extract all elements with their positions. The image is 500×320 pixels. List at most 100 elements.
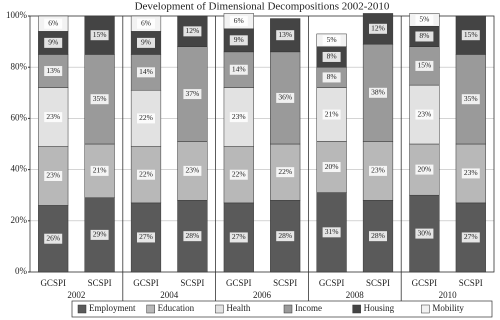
data-label: 27% [464,232,478,241]
label-box [461,168,480,179]
legend-swatch [215,304,224,314]
data-label: 5% [419,15,429,24]
label-box [461,30,480,41]
y-tick-label: 80% [11,61,28,71]
label-box [137,18,155,29]
data-label: 5% [327,35,337,44]
label-box [137,37,155,48]
data-label: 21% [93,166,107,175]
data-label: 22% [139,169,153,178]
label-box [369,165,387,176]
data-label: 23% [186,166,200,175]
data-label: 14% [139,67,153,76]
data-label: 23% [46,171,60,180]
legend-swatch [146,304,155,314]
label-box [44,66,63,77]
data-label: 20% [325,162,339,171]
data-label: 23% [371,166,385,175]
data-label: 21% [325,109,339,118]
label-box [137,169,155,180]
data-label: 35% [93,94,107,103]
label-box [44,37,63,48]
data-label: 31% [325,227,339,236]
x-tick-label: SCSPI [459,278,483,288]
data-label: 13% [278,30,292,39]
data-label: 9% [234,35,244,44]
label-box [183,26,202,37]
label-box [415,164,434,175]
data-label: 37% [186,89,200,98]
group-label: 2006 [253,290,272,300]
bar-segment [84,143,115,199]
label-box [322,227,341,238]
label-box [276,167,295,178]
x-tick-label: GCSPI [133,278,159,288]
data-label: 9% [141,38,151,47]
data-label: 27% [232,232,246,241]
data-label: 23% [46,112,60,121]
data-label: 22% [139,113,153,122]
label-box [44,171,63,181]
label-box [322,35,341,46]
data-label: 15% [464,30,478,39]
label-box [44,18,63,29]
bar-segment [316,141,347,193]
data-label: 13% [46,66,60,75]
bar-segment [130,146,162,204]
group-label: 2004 [160,290,179,300]
bar-segment [362,200,394,273]
data-label: 23% [418,109,432,118]
legend-label: Mobility [432,303,464,313]
label-box [322,51,341,62]
label-box [137,232,155,243]
data-label: 28% [371,231,385,240]
legend-frame [71,300,493,318]
data-label: 20% [418,164,432,173]
data-label: 27% [139,232,153,241]
label-box [229,112,248,123]
x-tick-label: GCSPI [412,278,438,288]
label-box [183,231,202,242]
plot-frame [29,15,495,273]
x-tick-label: SCSPI [88,278,112,288]
group-label: 2008 [346,290,365,300]
legend-swatch [283,304,293,314]
label-box [369,23,387,34]
data-label: 8% [327,52,337,61]
data-label: 12% [371,24,385,33]
x-tick-label: GCSPI [40,278,66,288]
label-box [229,232,248,243]
label-box [322,109,341,120]
data-label: 9% [48,38,58,47]
legend-label: Housing [364,303,395,313]
label-box [322,162,341,173]
label-box [229,169,248,180]
label-box [183,89,202,100]
data-label: 29% [93,230,107,239]
legend-swatch [352,304,361,314]
legend-label: Health [226,303,250,313]
data-label: 22% [278,167,292,176]
data-label: 23% [232,112,246,121]
data-label: 22% [232,169,246,178]
data-label: 15% [93,30,107,39]
label-box [229,64,248,75]
label-box [415,31,434,42]
data-label: 36% [278,93,292,102]
data-label: 15% [418,61,432,70]
y-tick-label: 60% [11,112,28,122]
label-box [276,30,295,41]
label-box [183,165,202,176]
data-label: 23% [464,168,478,177]
label-box [137,67,155,78]
y-tick-label: 100% [6,10,28,20]
label-box [415,228,434,239]
legend-label: Employment [89,303,136,313]
label-box [137,113,155,124]
label-box [90,165,109,176]
legend-swatch [421,304,430,314]
label-box [229,16,248,27]
label-box [44,233,63,244]
x-tick-label: GCSPI [226,278,252,288]
